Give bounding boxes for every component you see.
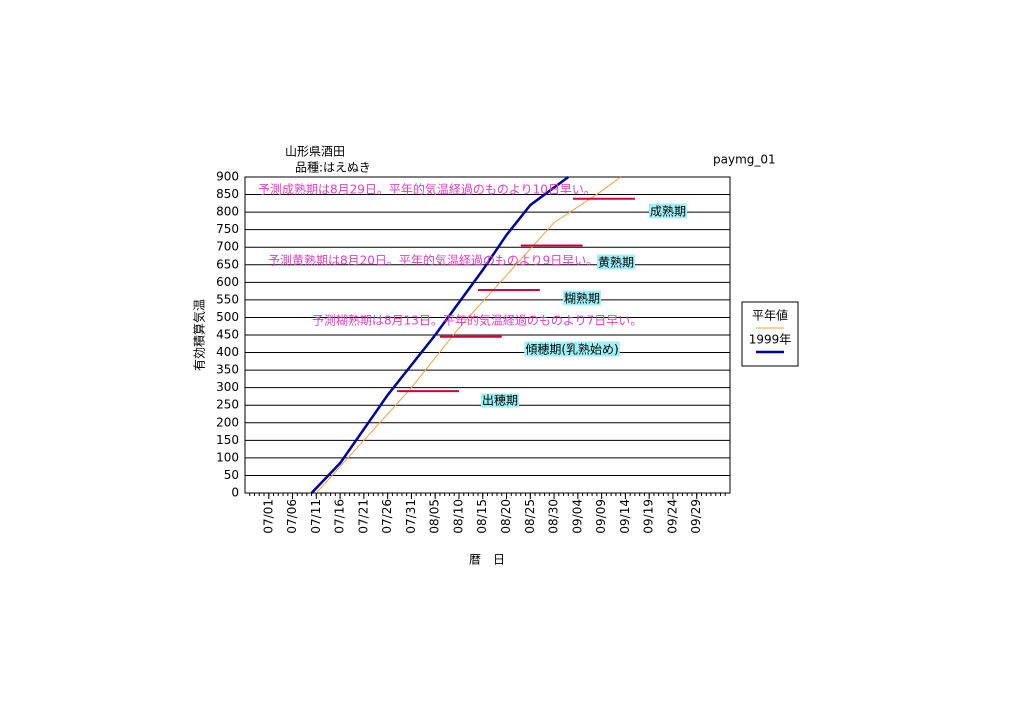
stage-label-bg bbox=[480, 393, 520, 408]
stage-label: 成熟期 bbox=[650, 204, 686, 219]
chart-code: paymg_01 bbox=[713, 153, 776, 167]
stage-label-bg bbox=[648, 203, 688, 219]
x-tick-label: 09/29 bbox=[689, 499, 703, 534]
legend-label: 平年値 bbox=[752, 308, 788, 323]
y-tick-label: 450 bbox=[216, 328, 239, 342]
x-tick-label: 08/25 bbox=[523, 499, 537, 534]
x-tick-label: 08/15 bbox=[475, 499, 489, 534]
y-tick-label: 50 bbox=[224, 468, 239, 482]
stage-label-bg bbox=[562, 290, 602, 306]
x-tick-label: 09/04 bbox=[570, 499, 584, 534]
stage-label-bg bbox=[596, 254, 636, 270]
y-tick-label: 700 bbox=[216, 240, 239, 254]
y-tick-label: 250 bbox=[216, 398, 239, 412]
legend-box bbox=[741, 301, 799, 367]
x-tick-label: 07/31 bbox=[404, 499, 418, 534]
x-tick-label: 09/24 bbox=[665, 499, 679, 534]
x-tick-label: 07/06 bbox=[285, 499, 299, 534]
chart-title: 山形県酒田 bbox=[285, 145, 345, 159]
stage-label: 黄熟期 bbox=[598, 255, 634, 270]
x-tick-label: 07/16 bbox=[333, 499, 347, 534]
x-tick-label: 08/30 bbox=[547, 499, 561, 534]
y-tick-label: 800 bbox=[216, 205, 239, 219]
series-line bbox=[315, 176, 621, 494]
chart-subtitle: 品種:はえぬき bbox=[295, 161, 371, 175]
y-tick-label: 850 bbox=[216, 187, 239, 201]
y-axis-label: 有効積算気温 bbox=[192, 299, 207, 371]
y-tick-label: 200 bbox=[216, 415, 239, 429]
annotation: 予測糊熟期は8月13日。平年的気温経過のものより7日早い。 bbox=[312, 313, 642, 328]
stage-label-bg bbox=[524, 341, 620, 357]
x-tick-label: 07/01 bbox=[261, 499, 275, 534]
x-tick-label: 08/10 bbox=[451, 499, 465, 534]
legend-label: 1999年 bbox=[749, 333, 792, 347]
stage-label: 傾穂期(乳熟始め) bbox=[525, 342, 618, 357]
y-tick-label: 500 bbox=[216, 310, 239, 324]
y-tick-label: 150 bbox=[216, 433, 239, 447]
annotation: 予測黄熟期は8月20日。平年的気温経過のものより9日早い。 bbox=[268, 253, 598, 268]
x-axis-label: 暦 日 bbox=[469, 553, 505, 567]
x-tick-label: 09/09 bbox=[594, 499, 608, 534]
y-tick-label: 550 bbox=[216, 292, 239, 306]
y-tick-label: 600 bbox=[216, 275, 239, 289]
y-tick-label: 0 bbox=[231, 486, 239, 500]
x-tick-label: 07/11 bbox=[309, 499, 323, 534]
stage-label: 出穂期 bbox=[482, 394, 518, 408]
x-tick-label: 07/26 bbox=[380, 499, 394, 534]
y-tick-label: 900 bbox=[216, 170, 239, 184]
series-line bbox=[310, 175, 570, 494]
y-tick-label: 350 bbox=[216, 363, 239, 377]
y-tick-label: 400 bbox=[216, 345, 239, 359]
x-tick-label: 08/05 bbox=[428, 499, 442, 534]
annotation: 予測成熟期は8月29日。平年的気温経過のものより10日早い。 bbox=[258, 182, 596, 197]
y-tick-label: 100 bbox=[216, 450, 239, 464]
stage-label: 糊熟期 bbox=[564, 291, 600, 306]
x-tick-label: 07/21 bbox=[356, 499, 370, 534]
x-tick-label: 09/19 bbox=[642, 499, 656, 534]
y-tick-label: 750 bbox=[216, 222, 239, 236]
x-tick-label: 08/20 bbox=[499, 499, 513, 534]
y-tick-label: 650 bbox=[216, 257, 239, 271]
y-tick-label: 300 bbox=[216, 380, 239, 394]
x-tick-label: 09/14 bbox=[618, 499, 632, 534]
